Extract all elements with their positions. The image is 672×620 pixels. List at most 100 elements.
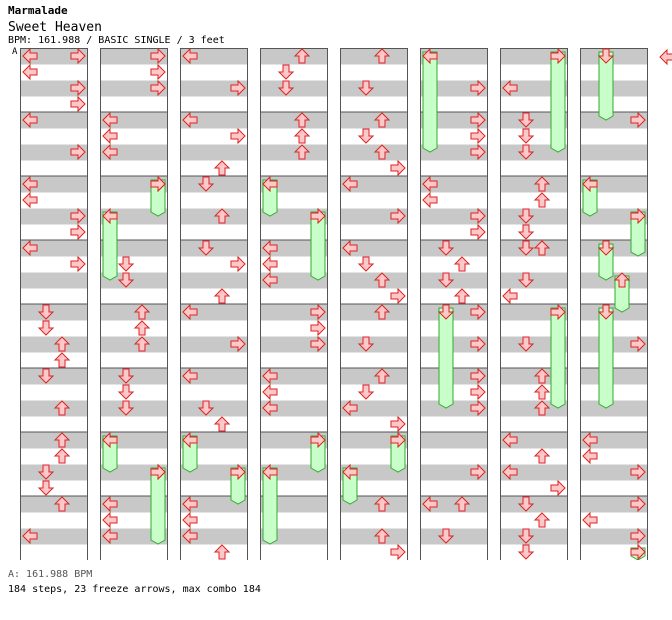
up-arrow (453, 256, 471, 272)
beat-band (420, 528, 488, 545)
left-arrow (22, 191, 38, 209)
beat-band (180, 272, 248, 289)
freeze-arrow (150, 179, 166, 217)
right-arrow (70, 207, 86, 225)
bpm-legend: A: 161.988 BPM (8, 569, 93, 580)
left-arrow (22, 175, 38, 193)
left-arrow (502, 463, 518, 481)
freeze-arrow (598, 51, 614, 121)
column-frame (180, 48, 248, 560)
beat-band (580, 304, 648, 321)
up-arrow (293, 144, 311, 160)
beat-band (340, 336, 408, 353)
left-arrow (262, 399, 278, 417)
left-arrow (262, 383, 278, 401)
down-arrow (277, 64, 295, 80)
left-arrow (22, 63, 38, 81)
right-arrow (630, 527, 646, 545)
down-arrow (517, 208, 535, 224)
up-arrow (453, 288, 471, 304)
beat-band (420, 272, 488, 289)
beat-band (20, 368, 88, 385)
up-arrow (613, 272, 631, 288)
up-arrow (533, 448, 551, 464)
beat-band (580, 368, 648, 385)
down-arrow (517, 528, 535, 544)
left-arrow (342, 399, 358, 417)
down-arrow (197, 240, 215, 256)
left-arrow (582, 431, 598, 449)
freeze-arrow (582, 179, 598, 217)
right-arrow (550, 303, 566, 321)
right-arrow (470, 207, 486, 225)
freeze-arrow (150, 467, 166, 545)
left-arrow (342, 239, 358, 257)
left-arrow (102, 207, 118, 225)
right-arrow (150, 47, 166, 65)
chart-stats: 184 steps, 23 freeze arrows, max combo 1… (8, 584, 261, 595)
right-arrow (630, 207, 646, 225)
up-arrow (213, 288, 231, 304)
down-arrow (517, 144, 535, 160)
down-arrow (437, 272, 455, 288)
freeze-arrow (630, 211, 646, 257)
up-arrow (53, 448, 71, 464)
beat-band (580, 48, 648, 65)
left-arrow (342, 463, 358, 481)
right-arrow (390, 207, 406, 225)
up-arrow (133, 336, 151, 352)
right-arrow (550, 47, 566, 65)
left-arrow (659, 48, 672, 66)
beat-band (20, 304, 88, 321)
down-arrow (437, 240, 455, 256)
down-arrow (117, 400, 135, 416)
down-arrow (517, 336, 535, 352)
up-arrow (453, 496, 471, 512)
right-arrow (70, 95, 86, 113)
up-arrow (373, 368, 391, 384)
down-arrow (517, 128, 535, 144)
up-arrow (53, 352, 71, 368)
up-arrow (213, 208, 231, 224)
up-arrow (213, 544, 231, 560)
beat-band (340, 80, 408, 97)
song-title: Sweet Heaven (8, 20, 102, 35)
up-arrow (213, 160, 231, 176)
right-arrow (630, 111, 646, 129)
down-arrow (277, 80, 295, 96)
down-arrow (517, 240, 535, 256)
up-arrow (293, 48, 311, 64)
right-arrow (390, 415, 406, 433)
right-arrow (150, 463, 166, 481)
left-arrow (102, 511, 118, 529)
right-arrow (310, 335, 326, 353)
right-arrow (470, 111, 486, 129)
up-arrow (373, 144, 391, 160)
right-arrow (310, 319, 326, 337)
right-arrow (470, 127, 486, 145)
left-arrow (582, 175, 598, 193)
freeze-arrow (262, 179, 278, 217)
down-arrow (37, 368, 55, 384)
beat-band (20, 272, 88, 289)
up-arrow (213, 416, 231, 432)
column-frame (100, 48, 168, 560)
left-arrow (182, 47, 198, 65)
freeze-arrow (598, 307, 614, 409)
right-arrow (70, 79, 86, 97)
up-arrow (373, 528, 391, 544)
right-arrow (230, 463, 246, 481)
left-arrow (262, 271, 278, 289)
right-arrow (550, 479, 566, 497)
left-arrow (22, 111, 38, 129)
up-arrow (373, 496, 391, 512)
down-arrow (37, 464, 55, 480)
right-arrow (310, 431, 326, 449)
up-arrow (533, 512, 551, 528)
freeze-arrow (438, 307, 454, 409)
beat-band (500, 208, 568, 225)
right-arrow (630, 335, 646, 353)
left-arrow (422, 495, 438, 513)
freeze-arrow (262, 467, 278, 545)
up-arrow (373, 304, 391, 320)
